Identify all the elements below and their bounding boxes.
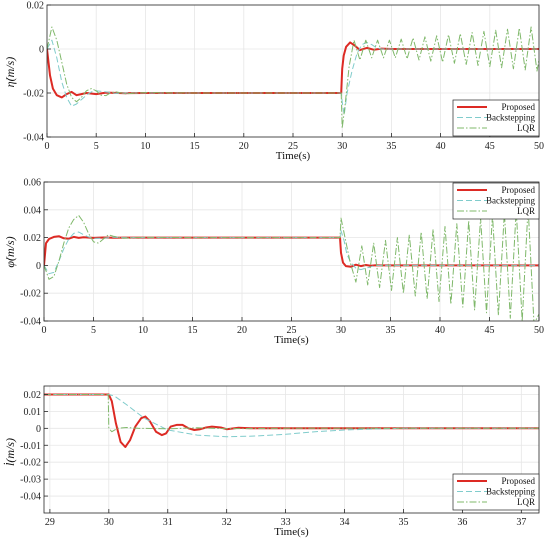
x-tick-label: 35 — [398, 517, 408, 528]
y-tick-label: -0.02 — [20, 289, 41, 300]
series-line-lqr — [44, 394, 539, 433]
legend-label-lqr: LQR — [517, 497, 535, 507]
x-tick-label: 29 — [45, 517, 55, 528]
series-line-backstepping — [44, 230, 539, 275]
x-tick-label: 35 — [386, 325, 396, 336]
y-tick-label: 0.06 — [24, 178, 42, 189]
y-tick-label: 0 — [36, 261, 41, 272]
chart-panel-3: 29 30 31 32 33 34 35 36 37 -0.04 -0.03 -0.02 -0.01 0 0… — [3, 385, 540, 538]
x-tick-label: 45 — [485, 325, 495, 336]
x-tick-label: 35 — [386, 141, 396, 152]
x-tick-label: 40 — [436, 141, 446, 152]
y-tick-label: -0.01 — [20, 441, 41, 452]
x-tick-label: 25 — [287, 325, 297, 336]
legend-label-proposed: Proposed — [502, 102, 536, 112]
y-tick-label: -0.04 — [23, 133, 44, 144]
x-axis-label: Time(s) — [274, 526, 309, 538]
legend-label-backstepping: Backstepping — [486, 113, 535, 123]
x-tick-label: 20 — [239, 141, 249, 152]
x-tick-label: 30 — [337, 141, 347, 152]
axes-frame — [43, 385, 540, 514]
x-tick-label: 5 — [94, 141, 99, 152]
x-tick-label: 50 — [534, 141, 544, 152]
legend-label-proposed: Proposed — [502, 185, 536, 195]
legend-label-backstepping: Backstepping — [486, 196, 535, 206]
series-line-lqr — [47, 26, 539, 129]
y-tick-label: 0.04 — [24, 205, 42, 216]
x-axis-label: Time(s) — [274, 334, 309, 346]
series-line-proposed — [44, 393, 539, 448]
chart-panel-2: 0 5 10 15 20 25 30 35 40 45 50 -0.04 -0.02 0 0.02 0.04 0… — [3, 178, 544, 347]
y-tick-label: -0.02 — [23, 89, 44, 100]
legend-label-lqr: LQR — [517, 123, 535, 133]
chart-panel-1: 0 5 10 15 20 25 30 35 40 45 50 -0.04 -0.02 0 0.02 Time(… — [3, 1, 544, 163]
y-tick-label: 0.02 — [24, 233, 42, 244]
x-tick-label: 37 — [516, 517, 526, 528]
x-tick-label: 0 — [45, 141, 50, 152]
x-tick-label: 34 — [340, 517, 350, 528]
series-line-backstepping — [44, 394, 539, 438]
y-axis-label: η̇(m/s) — [3, 57, 17, 88]
x-tick-label: 32 — [222, 517, 232, 528]
legend-label-lqr: LQR — [517, 206, 535, 216]
y-tick-label: 0.02 — [24, 390, 42, 401]
legend-label-backstepping: Backstepping — [486, 487, 535, 497]
x-tick-label: 31 — [163, 517, 173, 528]
y-tick-label: -0.04 — [20, 492, 41, 503]
x-tick-label: 15 — [190, 141, 200, 152]
x-tick-label: 30 — [104, 517, 114, 528]
y-tick-label: 0.01 — [24, 407, 42, 418]
x-tick-label: 33 — [281, 517, 291, 528]
x-tick-label: 10 — [140, 141, 150, 152]
y-tick-label: 0.02 — [27, 1, 45, 12]
y-axis-label: φ̇(m/s) — [3, 236, 17, 267]
x-tick-label: 5 — [91, 325, 96, 336]
x-tick-label: 40 — [435, 325, 445, 336]
y-tick-label: -0.02 — [20, 458, 41, 469]
y-axis-label: l̇(m/s) — [3, 438, 17, 466]
x-tick-label: 0 — [42, 325, 47, 336]
y-tick-label: 0 — [36, 424, 41, 435]
x-tick-label: 50 — [534, 325, 544, 336]
y-tick-label: 0 — [39, 45, 44, 56]
series-line-backstepping — [47, 39, 539, 116]
x-tick-label: 30 — [336, 325, 346, 336]
x-tick-label: 15 — [188, 325, 198, 336]
x-axis-label: Time(s) — [276, 150, 311, 162]
series-line-lqr — [44, 206, 539, 321]
x-tick-label: 20 — [237, 325, 247, 336]
x-tick-label: 45 — [485, 141, 495, 152]
x-tick-label: 36 — [457, 517, 467, 528]
legend-label-proposed: Proposed — [502, 476, 536, 486]
y-tick-label: -0.04 — [20, 317, 41, 328]
y-tick-label: -0.03 — [20, 475, 41, 486]
x-tick-label: 10 — [138, 325, 148, 336]
x-tick-label: 25 — [288, 141, 298, 152]
